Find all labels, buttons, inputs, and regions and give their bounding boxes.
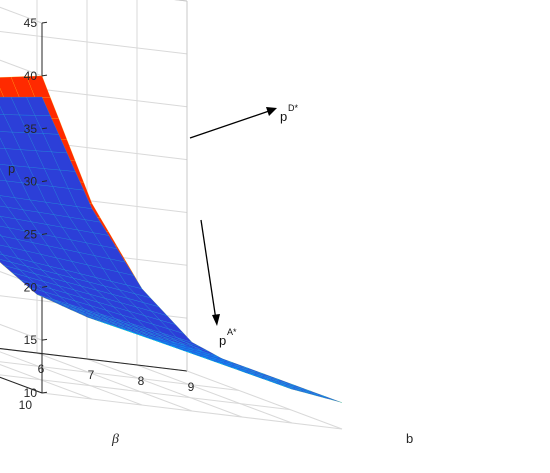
y-tick-label: 10 bbox=[19, 398, 33, 412]
grid-line bbox=[86, 358, 243, 418]
z-tick-label: 45 bbox=[24, 16, 38, 30]
grid-line bbox=[136, 364, 293, 424]
z-tick-label: 25 bbox=[24, 227, 38, 241]
y-axis-label: β bbox=[111, 432, 119, 447]
x-tick-label: 6 bbox=[38, 362, 45, 376]
annotation-arrow-pd bbox=[189, 109, 273, 139]
z-tick-mark bbox=[41, 74, 48, 77]
surface-patch bbox=[0, 114, 13, 133]
grid-line bbox=[0, 59, 43, 77]
grid-line bbox=[0, 323, 43, 341]
back-top-edge bbox=[174, 0, 188, 2]
grid-line bbox=[0, 271, 43, 288]
y-axis-line bbox=[0, 376, 43, 394]
surface-patch bbox=[0, 168, 7, 182]
grid-line bbox=[186, 370, 343, 430]
annotation-arrowhead-pa bbox=[212, 314, 220, 326]
z-tick-label: 10 bbox=[24, 386, 38, 400]
z-tick-mark bbox=[41, 127, 48, 130]
z-tick-mark bbox=[41, 180, 48, 183]
surface-patch bbox=[0, 147, 14, 166]
z-tick-label: 15 bbox=[24, 333, 38, 347]
z-tick-label: 35 bbox=[24, 122, 38, 136]
grid-line bbox=[174, 0, 188, 2]
surface-patch bbox=[0, 253, 11, 263]
x-axis-label: b bbox=[406, 431, 413, 446]
surface-pa bbox=[0, 96, 343, 403]
surface-layer bbox=[0, 75, 343, 403]
x-axis-line bbox=[0, 348, 188, 372]
grid-line bbox=[0, 374, 291, 411]
grid-line bbox=[0, 364, 93, 400]
z-tick-mark bbox=[41, 21, 48, 24]
surface-patch bbox=[0, 106, 5, 115]
z-tick-label: 20 bbox=[24, 280, 38, 294]
surface-patch bbox=[0, 215, 9, 228]
z-tick-mark bbox=[41, 286, 48, 288]
annotation-sup-pd: D* bbox=[288, 103, 298, 113]
annotation-sup-pa: A* bbox=[227, 327, 237, 337]
annotation-label-pa: p bbox=[219, 333, 226, 348]
z-tick-mark bbox=[41, 338, 48, 341]
grid-line bbox=[0, 351, 143, 406]
surface-patch bbox=[0, 235, 11, 248]
z-tick-label: 30 bbox=[24, 175, 38, 189]
z-axis-label: p bbox=[8, 161, 15, 176]
x-tick-label: 9 bbox=[188, 380, 195, 394]
z-tick-label: 40 bbox=[24, 69, 38, 83]
annotation-label-pd: p bbox=[280, 109, 287, 124]
annotation-arrowhead-pd bbox=[266, 107, 277, 116]
grid-line bbox=[0, 361, 239, 391]
z-tick-mark bbox=[41, 233, 48, 235]
surface-patch bbox=[0, 196, 8, 208]
annotation-arrow-pa bbox=[200, 219, 217, 321]
surface-patch bbox=[0, 251, 3, 255]
grid-line bbox=[36, 352, 193, 412]
x-tick-label: 7 bbox=[88, 368, 95, 382]
grid-line bbox=[0, 6, 43, 24]
annotation-layer: p D* p A* bbox=[189, 103, 298, 348]
tick-layer: 1015202530354045345678946810 bbox=[19, 16, 195, 412]
grid-line bbox=[0, 30, 188, 55]
z-tick-mark bbox=[41, 391, 48, 394]
grid-line bbox=[41, 392, 343, 430]
surface-patch bbox=[0, 137, 6, 149]
surface-patch bbox=[0, 233, 2, 237]
x-tick-label: 8 bbox=[138, 374, 145, 388]
